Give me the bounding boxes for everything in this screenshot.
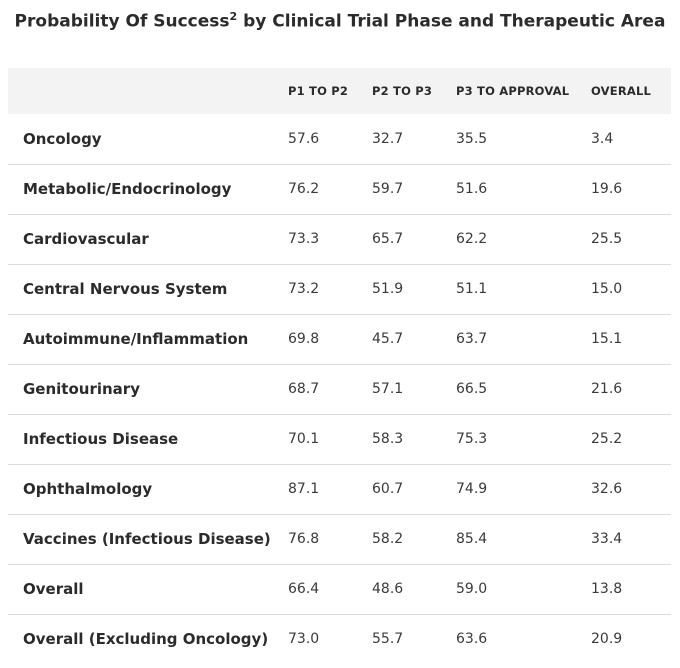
table-cell: 70.1: [288, 431, 320, 447]
table-cell: 51.1: [456, 281, 488, 297]
table-cell: 66.5: [456, 381, 488, 397]
table-cell: 73.0: [288, 631, 320, 648]
table-cell: 68.7: [288, 381, 320, 397]
column-header: P1 TO P2: [288, 84, 349, 98]
row-label: Autoimmune/Inflammation: [23, 330, 249, 348]
table-cell: 60.7: [372, 481, 404, 497]
table-cell: 20.9: [591, 631, 623, 648]
table-cell: 76.8: [288, 531, 320, 547]
column-header: OVERALL: [591, 84, 652, 98]
header-row: P1 TO P2 P2 TO P3 P3 TO APPROVAL OVERALL: [8, 68, 671, 114]
table-cell: 58.2: [372, 531, 404, 547]
table-cell: 13.8: [591, 581, 623, 597]
table-row: Overall (Excluding Oncology) 73.0 55.7 63.6…: [8, 614, 671, 664]
table-cell: 75.3: [456, 431, 488, 447]
table-row: Vaccines (Infectious Disease) 76.8 58.2 85.…: [8, 514, 671, 564]
table-row: Autoimmune/Inflammation 69.8 45.7 63.7 15.1: [8, 314, 671, 364]
table-cell: 15.0: [591, 281, 623, 297]
table-cell: 58.3: [372, 431, 404, 447]
table-cell: 76.2: [288, 181, 320, 197]
table-cell: 19.6: [591, 181, 623, 197]
chart-title: Probability Of Success2 by Clinical Tria…: [0, 10, 680, 32]
table-cell: 63.7: [456, 331, 488, 347]
table-cell: 3.4: [591, 130, 614, 147]
table-cell: 32.6: [591, 481, 623, 497]
row-label: Overall (Excluding Oncology): [23, 630, 269, 649]
table-cell: 55.7: [372, 631, 404, 648]
column-header: P3 TO APPROVAL: [456, 84, 570, 98]
table-cell: 59.7: [372, 181, 404, 197]
table-cell: 66.4: [288, 581, 320, 597]
table-row: Ophthalmology 87.1 60.7 74.9 32.6: [8, 464, 671, 514]
title-main: Probability Of Success: [14, 11, 230, 32]
table-row: Genitourinary 68.7 57.1 66.5 21.6: [8, 364, 671, 414]
table-cell: 32.7: [372, 130, 404, 147]
table-row: Cardiovascular 73.3 65.7 62.2 25.5: [8, 214, 671, 264]
table-cell: 45.7: [372, 331, 404, 347]
table-cell: 15.1: [591, 331, 623, 347]
table-cell: 51.6: [456, 181, 488, 197]
table-row: Central Nervous System 73.2 51.9 51.1 15.0: [8, 264, 671, 314]
table-cell: 33.4: [591, 531, 623, 547]
table-cell: 85.4: [456, 531, 488, 547]
table-cell: 21.6: [591, 381, 623, 397]
row-label: Vaccines (Infectious Disease): [23, 530, 271, 548]
table-cell: 63.6: [456, 631, 488, 648]
table-row: Infectious Disease 70.1 58.3 75.3 25.2: [8, 414, 671, 464]
table-cell: 62.2: [456, 231, 488, 247]
table-cell: 87.1: [288, 481, 320, 497]
title-superscript: 2: [229, 10, 238, 23]
table-cell: 74.9: [456, 481, 488, 497]
table-cell: 59.0: [456, 581, 488, 597]
table-cell: 57.1: [372, 381, 404, 397]
table-cell: 25.2: [591, 431, 623, 447]
row-label: Oncology: [23, 129, 102, 148]
table-cell: 73.3: [288, 231, 320, 247]
table-cell: 51.9: [372, 281, 404, 297]
row-label: Infectious Disease: [23, 430, 179, 448]
header-corner: [8, 68, 288, 114]
table-cell: 48.6: [372, 581, 404, 597]
success-table: P1 TO P2 P2 TO P3 P3 TO APPROVAL OVERALL…: [8, 68, 671, 664]
row-label: Overall: [23, 580, 84, 598]
column-header: P2 TO P3: [372, 84, 433, 98]
row-label: Genitourinary: [23, 380, 140, 398]
table-cell: 57.6: [288, 130, 320, 147]
title-rest: by Clinical Trial Phase and Therapeutic …: [237, 11, 666, 32]
row-label: Ophthalmology: [23, 480, 153, 498]
row-label: Central Nervous System: [23, 280, 228, 298]
table-cell: 35.5: [456, 130, 488, 147]
row-label: Metabolic/Endocrinology: [23, 180, 232, 198]
table-body: Oncology 57.6 32.7 35.5 3.4 Metabolic/Endocri…: [8, 114, 671, 664]
table-row: Metabolic/Endocrinology 76.2 59.7 51.6 19.6: [8, 164, 671, 214]
table-cell: 65.7: [372, 231, 404, 247]
table-cell: 73.2: [288, 281, 320, 297]
table-row: Overall 66.4 48.6 59.0 13.8: [8, 564, 671, 614]
table-cell: 69.8: [288, 331, 320, 347]
table-row: Oncology 57.6 32.7 35.5 3.4: [8, 114, 671, 164]
row-label: Cardiovascular: [23, 230, 149, 248]
table-cell: 25.5: [591, 231, 623, 247]
